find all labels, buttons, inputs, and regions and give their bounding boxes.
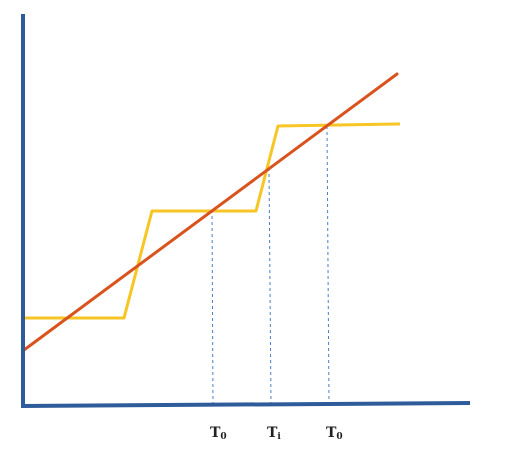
- tick-label-3: T0: [326, 425, 343, 442]
- guide-line-1: [211, 209, 214, 406]
- step-line: [24, 122, 401, 320]
- guide-line-2: [268, 167, 272, 406]
- tick-label-2: Ti: [267, 425, 281, 442]
- guide-line-3: [326, 125, 330, 406]
- tick-label-1: T0: [210, 425, 227, 442]
- x-axis: [20, 401, 471, 408]
- linear-line: [22, 72, 399, 352]
